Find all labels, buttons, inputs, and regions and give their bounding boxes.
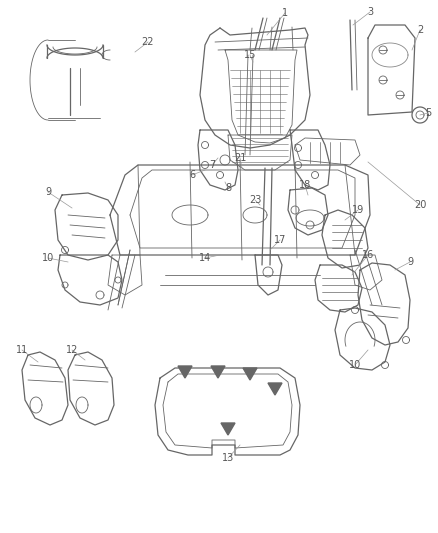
Text: 12: 12 [66, 345, 78, 355]
Polygon shape [221, 423, 235, 435]
Text: 11: 11 [16, 345, 28, 355]
Text: 9: 9 [407, 257, 413, 267]
Text: 17: 17 [274, 235, 286, 245]
Text: 9: 9 [45, 187, 51, 197]
Text: 13: 13 [222, 453, 234, 463]
Text: 21: 21 [234, 153, 246, 163]
Text: 10: 10 [42, 253, 54, 263]
Text: 14: 14 [199, 253, 211, 263]
Text: 2: 2 [417, 25, 423, 35]
Polygon shape [243, 368, 257, 380]
Text: 16: 16 [362, 250, 374, 260]
Polygon shape [178, 366, 192, 378]
Polygon shape [211, 366, 225, 378]
Polygon shape [268, 383, 282, 395]
Text: 23: 23 [249, 195, 261, 205]
Text: 22: 22 [142, 37, 154, 47]
Text: 18: 18 [299, 180, 311, 190]
Text: 3: 3 [367, 7, 373, 17]
Text: 1: 1 [282, 8, 288, 18]
Text: 5: 5 [425, 108, 431, 118]
Text: 20: 20 [414, 200, 426, 210]
Text: 6: 6 [189, 170, 195, 180]
Text: 10: 10 [349, 360, 361, 370]
Text: 19: 19 [352, 205, 364, 215]
Text: 8: 8 [225, 183, 231, 193]
Text: 15: 15 [244, 50, 256, 60]
Text: 7: 7 [209, 160, 215, 170]
